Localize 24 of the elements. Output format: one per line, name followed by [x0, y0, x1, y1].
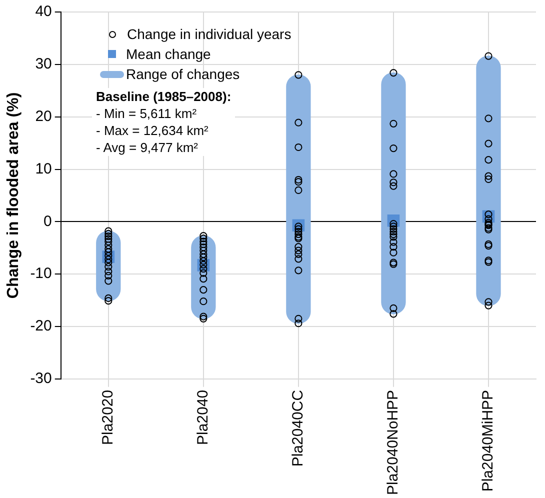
bar: [286, 74, 311, 324]
annotation: - Max = 12,634 km²: [96, 122, 210, 139]
x-tick-label: Pla2040CC: [290, 390, 307, 467]
legend-label: Mean change: [126, 45, 211, 64]
annotation: Baseline (1985–2008):: [96, 88, 232, 105]
y-tick-label: -20: [30, 318, 52, 335]
y-tick-label: -10: [30, 265, 52, 282]
legend-label: Range of changes: [126, 65, 240, 84]
x-tick-label: Pla2020: [100, 390, 117, 445]
legend-label: Change in individual years: [127, 25, 292, 44]
x-tick-label: Pla2040NoHPP: [384, 390, 402, 496]
y-tick-label: -30: [30, 370, 52, 388]
y-axis-title: Change in flooded area (%): [5, 92, 22, 299]
bar: [381, 72, 406, 314]
bar: [476, 56, 501, 306]
annotation: - Avg = 9,477 km²: [96, 139, 200, 156]
y-tick-label: 0: [44, 212, 52, 230]
x-tick-label: Pla2040: [194, 390, 212, 445]
x-tick-label: Pla2040MiHPP: [480, 390, 497, 492]
y-tick-label: 40: [35, 3, 52, 20]
y-tick-label: 20: [35, 108, 52, 125]
y-tick-label: 30: [35, 56, 52, 73]
annotation: - Min = 5,611 km²: [96, 105, 198, 122]
y-tick-label: 10: [35, 160, 52, 178]
